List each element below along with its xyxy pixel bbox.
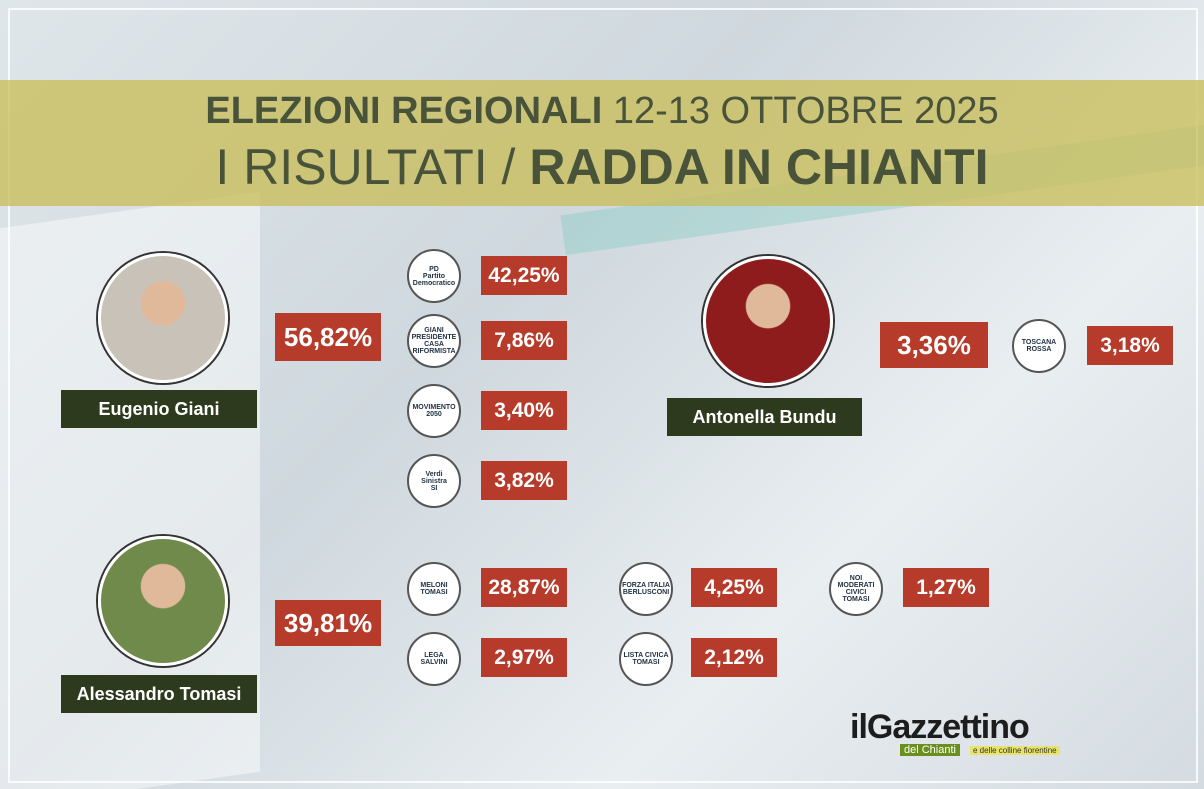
logo-text: TOMASI [632, 659, 660, 666]
list-pct: 1,27% [903, 568, 989, 607]
logo-text: Verdi [425, 470, 443, 478]
list-pct: 3,82% [481, 461, 567, 500]
title-bold: ELEZIONI REGIONALI [205, 90, 603, 132]
brand-sub: del Chianti [900, 744, 960, 756]
candidate-total: 56,82% [275, 313, 381, 361]
title-regular: I RISULTATI / [215, 139, 516, 195]
candidate-photo [98, 253, 228, 383]
frame [8, 8, 1198, 783]
title-line1: ELEZIONI REGIONALI 12-13 OTTOBRE 2025 [0, 90, 1204, 133]
title-bold: RADDA IN CHIANTI [529, 139, 989, 195]
logo-text: SI [430, 484, 438, 492]
list-pct: 42,25% [481, 256, 567, 295]
party-logo: MELONI TOMASI [407, 562, 461, 616]
logo-text: LISTA CIVICA [623, 652, 669, 659]
logo-text: ROSSA [1026, 346, 1052, 353]
logo-text: MODERATI [837, 582, 875, 589]
party-logo: FORZA ITALIA BERLUSCONI [619, 562, 673, 616]
logo-text: CIVICI [845, 589, 867, 596]
list-pct: 3,18% [1087, 326, 1173, 365]
party-logo: GIANI PRESIDENTE CASA RIFORMISTA [407, 314, 461, 368]
logo-text: FORZA ITALIA [622, 582, 670, 589]
list-pct: 2,97% [481, 638, 567, 677]
party-logo: Verdi Sinistra SI [407, 454, 461, 508]
list-pct: 28,87% [481, 568, 567, 607]
logo-text: MELONI [420, 582, 448, 589]
party-logo: MOVIMENTO 2050 [407, 384, 461, 438]
logo-text: GIANI [424, 327, 444, 334]
brand-name: ilGazzettino [850, 708, 1030, 746]
party-logo: NOI MODERATI CIVICI TOMASI [829, 562, 883, 616]
candidate-photo [98, 536, 228, 666]
logo-text: LEGA [424, 652, 444, 659]
party-logo: LISTA CIVICA TOMASI [619, 632, 673, 686]
logo-text: 2050 [426, 411, 442, 418]
party-logo: TOSCANA ROSSA [1012, 319, 1066, 373]
logo-text: SALVINI [420, 659, 448, 666]
candidate-name: Antonella Bundu [667, 398, 862, 436]
candidate-name: Eugenio Giani [61, 390, 257, 428]
list-pct: 7,86% [481, 321, 567, 360]
logo-text: TOMASI [842, 596, 870, 603]
logo-text: NOI [849, 575, 863, 582]
logo-text: Partito Democratico [412, 272, 456, 287]
brand-tagline: e delle colline fiorentine [970, 746, 1060, 755]
list-pct: 3,40% [481, 391, 567, 430]
list-pct: 2,12% [691, 638, 777, 677]
list-pct: 4,25% [691, 568, 777, 607]
logo-text: PD [429, 265, 439, 273]
logo-text: TOSCANA [1021, 339, 1057, 346]
title-line2: I RISULTATI / RADDA IN CHIANTI [0, 138, 1204, 196]
candidate-name: Alessandro Tomasi [61, 675, 257, 713]
logo-text: TOMASI [420, 589, 448, 596]
candidate-total: 3,36% [880, 322, 988, 368]
logo-text: PRESIDENTE [411, 334, 457, 341]
title-regular: 12-13 OTTOBRE 2025 [612, 90, 999, 132]
party-logo: PD Partito Democratico [407, 249, 461, 303]
logo-text: BERLUSCONI [622, 589, 670, 596]
logo-text: CASA RIFORMISTA [412, 341, 456, 355]
logo-text: Sinistra [421, 477, 447, 485]
party-logo: LEGA SALVINI [407, 632, 461, 686]
brand: ilGazzettino del Chianti e delle colline… [830, 708, 1105, 758]
candidate-total: 39,81% [275, 600, 381, 646]
logo-text: MOVIMENTO [412, 404, 456, 411]
candidate-photo [703, 256, 833, 386]
header-band [0, 80, 1204, 206]
